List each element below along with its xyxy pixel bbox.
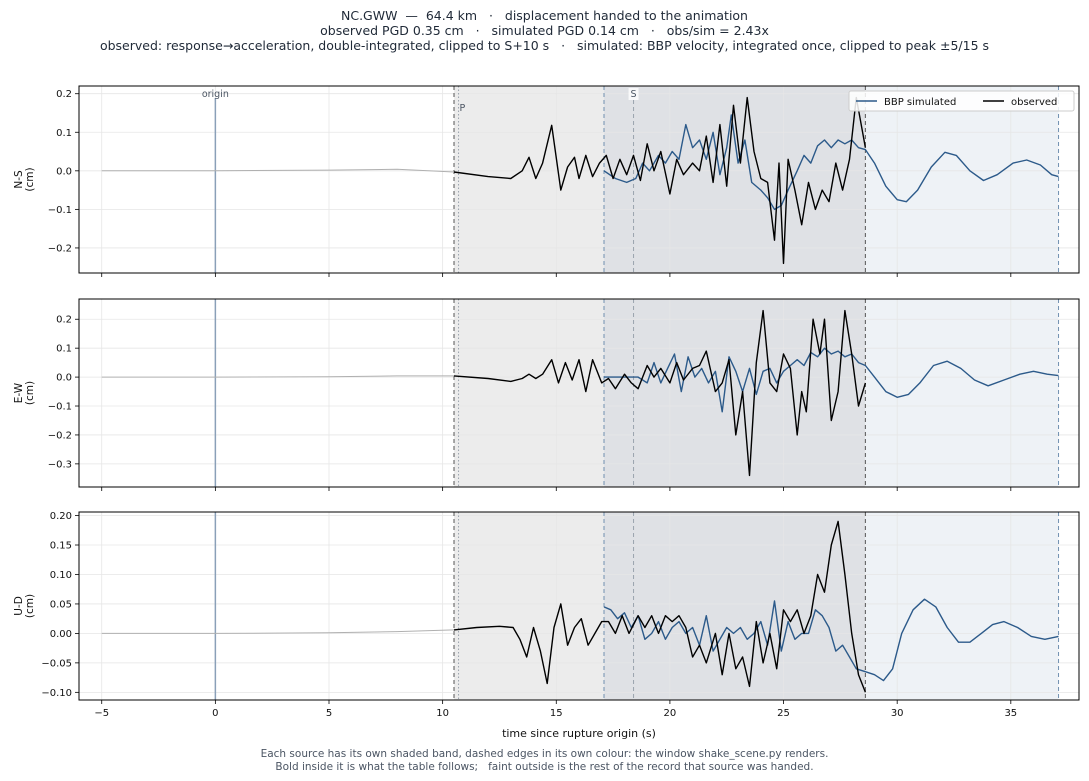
- y-tick-label: −0.3: [48, 459, 72, 470]
- x-tick-label: 5: [326, 708, 332, 719]
- axes-frame: [78, 511, 1080, 701]
- y-tick-label: 0.20: [50, 511, 72, 522]
- s-label-box: [628, 88, 639, 100]
- x-tick-label: −5: [94, 708, 109, 719]
- x-axis-label: time since rupture origin (s): [502, 727, 656, 740]
- y-tick-label: 0.2: [56, 89, 72, 100]
- observed-faint-trace: [101, 629, 455, 634]
- overlap-window-band: [604, 512, 866, 700]
- y-tick-label: 0.00: [50, 629, 72, 640]
- observed-faint-trace: [101, 168, 455, 173]
- x-tick-label: 20: [664, 708, 677, 719]
- y-axis-label: (cm): [24, 381, 36, 405]
- panel-3: −0.10 −0.05 0.00 0.05 0.10 0.15 0.20 U-D (cm): [13, 511, 1080, 704]
- y-tick-label: 0.10: [50, 570, 72, 581]
- y-tick-label: 0.05: [50, 599, 72, 610]
- origin-label: origin: [202, 89, 229, 100]
- x-tick-label: 10: [436, 708, 449, 719]
- y-tick-label: 0.0: [56, 166, 72, 177]
- simulated-window-band: [865, 512, 1059, 700]
- y-tick-label: −0.1: [48, 402, 72, 413]
- observed-trace: [453, 309, 867, 477]
- chart-title-line-3: observed: response→acceleration, double-…: [99, 38, 990, 53]
- chart-title-line-2: observed PGD 0.35 cm · simulated PGD 0.1…: [320, 23, 769, 38]
- y-tick-label: −0.05: [41, 658, 72, 669]
- legend-label-observed: observed: [1011, 97, 1057, 108]
- panel-1: −0.2 −0.1 0.0 0.1 0.2 N-S (cm) origin P S BBP simu…: [13, 85, 1080, 277]
- y-tick-label: 0.2: [56, 315, 72, 326]
- y-axis-label: (cm): [24, 167, 36, 191]
- observed-window-band: [454, 86, 604, 273]
- y-axis-label: E-W: [13, 382, 25, 403]
- observed-window-band: [454, 512, 604, 700]
- y-tick-label: −0.2: [48, 430, 72, 441]
- observed-window-band: [454, 299, 604, 487]
- y-axis-label: (cm): [24, 594, 36, 618]
- simulated-trace: [603, 598, 1059, 682]
- y-tick-label: 0.1: [56, 344, 72, 355]
- legend-box: [848, 90, 1075, 112]
- footer-note-line-2: Bold inside it is what the table follows…: [275, 761, 814, 773]
- legend-label-simulated: BBP simulated: [884, 97, 956, 108]
- axes-frame: [78, 298, 1080, 488]
- footer-note-line-1: Each source has its own shaded band, das…: [260, 748, 829, 760]
- x-tick-label: 15: [550, 708, 563, 719]
- overlap-window-band: [604, 299, 866, 487]
- x-tick-label: 30: [891, 708, 904, 719]
- simulated-trace: [603, 114, 1059, 211]
- chart-title-line-1: NC.GWW — 64.4 km · displacement handed t…: [341, 8, 748, 23]
- y-axis-label: U-D: [13, 596, 25, 616]
- axes-frame: [78, 85, 1080, 274]
- y-tick-label: 0.0: [56, 373, 72, 384]
- observed-trace: [453, 520, 867, 693]
- y-tick-label: 0.15: [50, 541, 72, 552]
- panel-2: −0.3 −0.2 −0.1 0.0 0.1 0.2 E-W (cm): [13, 298, 1080, 491]
- s-pick-label: S: [631, 89, 637, 100]
- p-pick-label: P: [460, 103, 466, 114]
- observed-faint-trace: [101, 375, 454, 378]
- simulated-window-band: [865, 299, 1059, 487]
- x-tick-label: 0: [212, 708, 218, 719]
- y-tick-label: −0.10: [41, 688, 72, 699]
- x-tick-label: 25: [777, 708, 790, 719]
- y-tick-label: −0.2: [48, 243, 72, 254]
- y-axis-label: N-S: [13, 170, 25, 189]
- y-tick-label: 0.1: [56, 128, 72, 139]
- y-tick-label: −0.1: [48, 205, 72, 216]
- observed-trace: [453, 96, 867, 265]
- simulated-window-band: [865, 86, 1059, 273]
- x-tick-label: 35: [1004, 708, 1017, 719]
